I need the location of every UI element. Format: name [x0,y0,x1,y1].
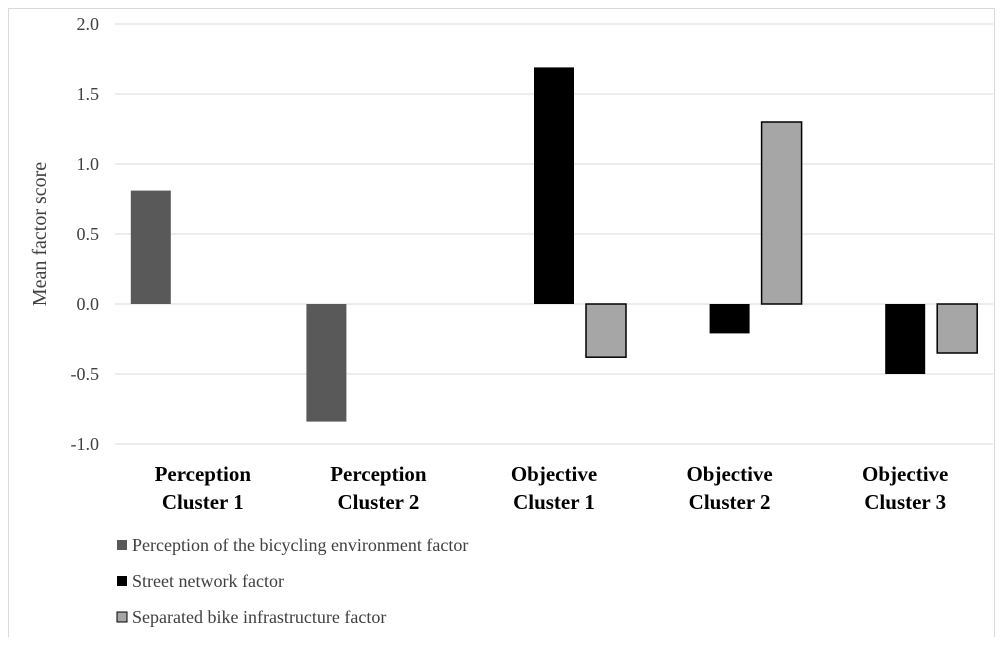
legend: Perception of the bicycling environment … [116,535,468,627]
legend-label: Street network factor [132,571,284,591]
bars [130,67,978,422]
legend-swatch [117,576,127,586]
legend-swatch [116,611,128,623]
bar [585,303,627,358]
legend-item: Perception of the bicycling environment … [117,535,468,555]
legend-label: Perception of the bicycling environment … [132,535,468,555]
bar [306,304,347,422]
category-label: Objective Cluster 1 [511,462,597,514]
bar [130,190,171,304]
category-labels: Perception Cluster 1 Perception Cluster 2 Ob… [155,462,949,514]
y-tick-label: 0.0 [77,294,100,314]
y-tick-label: 1.5 [77,84,100,104]
category-label: Objective Cluster 3 [862,462,948,514]
y-tick-label: 0.5 [77,224,100,244]
bar [936,303,978,354]
bar [760,121,803,305]
category-label: Objective Cluster 2 [686,462,772,514]
y-tick-label: 2.0 [77,14,100,34]
y-axis-label: Mean factor score [29,162,51,306]
bar [885,304,926,374]
legend-item: Street network factor [117,571,284,591]
y-tick-label: 1.0 [77,154,100,174]
bar [709,304,750,334]
chart-frame [8,8,995,637]
y-tick-label: -1.0 [71,434,100,454]
y-tick-labels: 2.0 1.5 1.0 0.5 0.0 -0.5 -1.0 [71,14,100,454]
legend-item: Separated bike infrastructure factor [116,607,386,627]
category-label: Perception Cluster 1 [155,462,252,514]
bar [534,67,574,305]
y-tick-label: -0.5 [71,364,100,384]
legend-swatch [117,540,127,550]
legend-label: Separated bike infrastructure factor [132,607,386,627]
category-label: Perception Cluster 2 [330,462,427,514]
